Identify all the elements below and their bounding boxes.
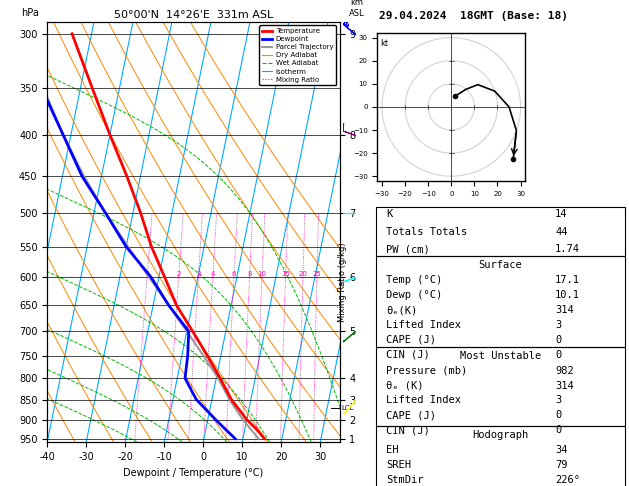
Bar bbox=[376, 426, 625, 486]
Text: Totals Totals: Totals Totals bbox=[386, 227, 467, 237]
Text: 34: 34 bbox=[555, 445, 567, 455]
Text: Hodograph: Hodograph bbox=[472, 431, 528, 440]
Text: Surface: Surface bbox=[479, 260, 522, 271]
Text: 14: 14 bbox=[555, 209, 567, 219]
Bar bbox=[376, 207, 625, 257]
Text: 3: 3 bbox=[555, 396, 561, 405]
Text: CAPE (J): CAPE (J) bbox=[386, 410, 436, 420]
Text: 44: 44 bbox=[555, 227, 567, 237]
Text: 0: 0 bbox=[555, 335, 561, 345]
Text: 15: 15 bbox=[281, 271, 290, 277]
Text: Lifted Index: Lifted Index bbox=[386, 320, 461, 330]
Bar bbox=[376, 257, 625, 347]
Text: 10: 10 bbox=[257, 271, 267, 277]
Text: EH: EH bbox=[386, 445, 399, 455]
Text: PW (cm): PW (cm) bbox=[386, 244, 430, 254]
Text: 29.04.2024  18GMT (Base: 18): 29.04.2024 18GMT (Base: 18) bbox=[379, 11, 567, 21]
Text: 8: 8 bbox=[247, 271, 252, 277]
Text: 79: 79 bbox=[555, 460, 567, 470]
Text: 3: 3 bbox=[555, 320, 561, 330]
Text: 25: 25 bbox=[313, 271, 321, 277]
Text: SREH: SREH bbox=[386, 460, 411, 470]
Text: CIN (J): CIN (J) bbox=[386, 425, 430, 435]
Text: kt: kt bbox=[381, 39, 389, 48]
Text: 0: 0 bbox=[555, 410, 561, 420]
Bar bbox=[376, 347, 625, 426]
X-axis label: Dewpoint / Temperature (°C): Dewpoint / Temperature (°C) bbox=[123, 468, 264, 478]
Text: 982: 982 bbox=[555, 365, 574, 376]
Text: 314: 314 bbox=[555, 305, 574, 315]
Text: Pressure (mb): Pressure (mb) bbox=[386, 365, 467, 376]
Text: Dewp (°C): Dewp (°C) bbox=[386, 290, 442, 300]
Text: 20: 20 bbox=[299, 271, 308, 277]
Text: 10.1: 10.1 bbox=[555, 290, 580, 300]
Text: θₑ (K): θₑ (K) bbox=[386, 381, 423, 391]
Text: 0: 0 bbox=[555, 349, 561, 360]
Text: θₑ(K): θₑ(K) bbox=[386, 305, 417, 315]
Text: 3: 3 bbox=[196, 271, 201, 277]
Text: 1.74: 1.74 bbox=[555, 244, 580, 254]
Text: hPa: hPa bbox=[21, 8, 39, 17]
Text: LCL: LCL bbox=[342, 405, 354, 411]
Text: 2: 2 bbox=[177, 271, 181, 277]
Text: CAPE (J): CAPE (J) bbox=[386, 335, 436, 345]
Text: 17.1: 17.1 bbox=[555, 276, 580, 285]
Text: Temp (°C): Temp (°C) bbox=[386, 276, 442, 285]
Text: Most Unstable: Most Unstable bbox=[460, 351, 541, 361]
Text: 0: 0 bbox=[555, 425, 561, 435]
Text: 6: 6 bbox=[231, 271, 236, 277]
Text: 1: 1 bbox=[145, 271, 149, 277]
Text: StmDir: StmDir bbox=[386, 475, 423, 485]
Text: 314: 314 bbox=[555, 381, 574, 391]
Title: 50°00'N  14°26'E  331m ASL: 50°00'N 14°26'E 331m ASL bbox=[114, 10, 273, 20]
Text: CIN (J): CIN (J) bbox=[386, 349, 430, 360]
Text: Lifted Index: Lifted Index bbox=[386, 396, 461, 405]
Text: 4: 4 bbox=[211, 271, 215, 277]
Text: Mixing Ratio (g/kg): Mixing Ratio (g/kg) bbox=[338, 242, 347, 322]
Text: K: K bbox=[386, 209, 392, 219]
Text: km
ASL: km ASL bbox=[349, 0, 365, 17]
Legend: Temperature, Dewpoint, Parcel Trajectory, Dry Adiabat, Wet Adiabat, Isotherm, Mi: Temperature, Dewpoint, Parcel Trajectory… bbox=[259, 25, 336, 86]
Text: 226°: 226° bbox=[555, 475, 580, 485]
